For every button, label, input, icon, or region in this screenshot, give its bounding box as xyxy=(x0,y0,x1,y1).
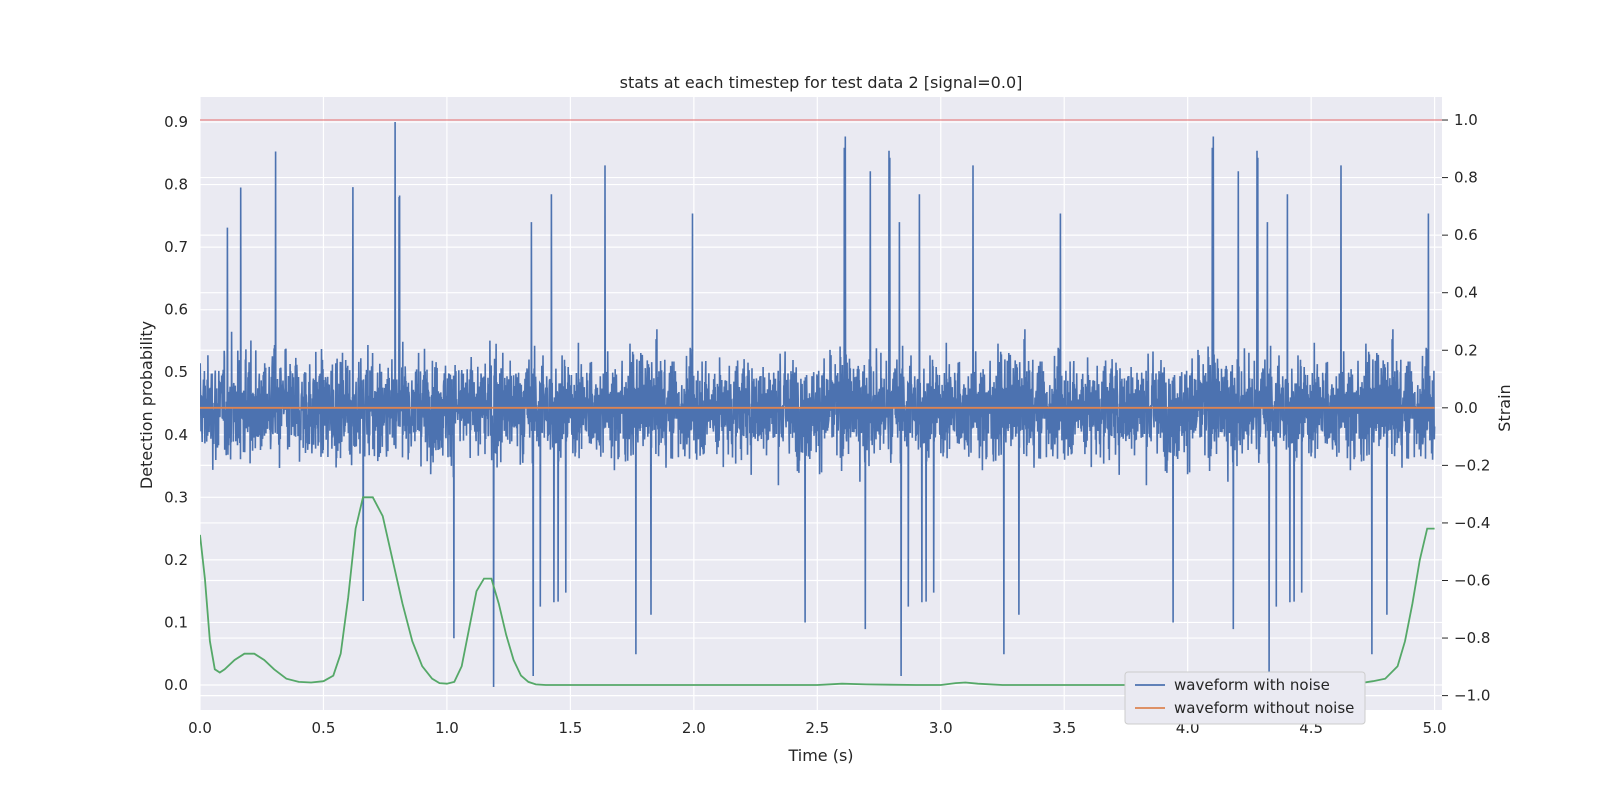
right-tick-label: −0.8 xyxy=(1454,629,1490,647)
right-tick-label: −0.6 xyxy=(1454,571,1490,589)
x-tick-label: 0.5 xyxy=(312,719,336,737)
left-tick-label: 0.5 xyxy=(164,363,188,381)
x-tick-label: 3.0 xyxy=(929,719,953,737)
left-tick-label: 0.4 xyxy=(164,426,188,444)
left-axis-label: Detection probability xyxy=(137,321,156,489)
right-tick-label: −0.2 xyxy=(1454,456,1490,474)
x-tick-label: 0.0 xyxy=(188,719,212,737)
left-tick-label: 0.6 xyxy=(164,301,188,319)
right-tick-label: 1.0 xyxy=(1454,111,1478,129)
right-axis-ticks: −1.0 −0.8 −0.6 −0.4 −0.2 0.0 0.2 0.4 0.6 0.8 1.0 xyxy=(1442,111,1490,705)
legend-label-clean: waveform without noise xyxy=(1174,699,1354,717)
left-axis-ticks: 0.0 0.1 0.2 0.3 0.4 0.5 0.6 0.7 0.8 0.9 xyxy=(164,113,188,694)
right-tick-label: 0.0 xyxy=(1454,399,1478,417)
x-tick-label: 3.5 xyxy=(1052,719,1076,737)
right-tick-label: −1.0 xyxy=(1454,687,1490,705)
right-tick-label: 0.2 xyxy=(1454,341,1478,359)
x-tick-label: 2.5 xyxy=(805,719,829,737)
right-axis-label: Strain xyxy=(1495,384,1514,431)
right-tick-label: 0.6 xyxy=(1454,226,1478,244)
x-tick-label: 1.5 xyxy=(558,719,582,737)
right-tick-label: −0.4 xyxy=(1454,514,1490,532)
x-tick-label: 2.0 xyxy=(682,719,706,737)
left-tick-label: 0.7 xyxy=(164,238,188,256)
right-tick-label: 0.4 xyxy=(1454,284,1478,302)
right-tick-label: 0.8 xyxy=(1454,169,1478,187)
left-tick-label: 0.3 xyxy=(164,488,188,506)
left-tick-label: 0.0 xyxy=(164,676,188,694)
x-tick-label: 1.0 xyxy=(435,719,459,737)
x-tick-label: 5.0 xyxy=(1423,719,1447,737)
legend: waveform with noise waveform without noi… xyxy=(1124,671,1366,725)
legend-label-noise: waveform with noise xyxy=(1174,676,1330,694)
left-tick-label: 0.8 xyxy=(164,176,188,194)
legend-box xyxy=(1124,671,1366,725)
left-tick-label: 0.2 xyxy=(164,551,188,569)
x-axis-label: Time (s) xyxy=(787,746,853,765)
left-tick-label: 0.1 xyxy=(164,613,188,631)
chart-title: stats at each timestep for test data 2 [… xyxy=(620,73,1023,92)
left-tick-label: 0.9 xyxy=(164,113,188,131)
